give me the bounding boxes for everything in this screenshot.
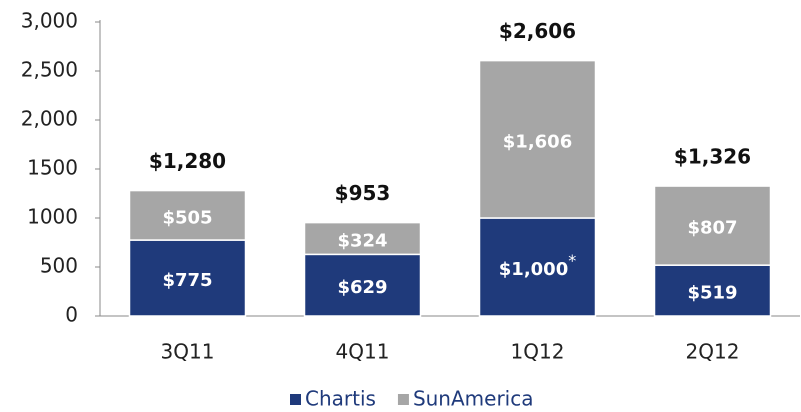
y-tick-label: 500 (40, 254, 78, 278)
total-label: $2,606 (499, 19, 576, 43)
bar-segment (303, 221, 422, 256)
y-tick-label: 3,000 (21, 9, 78, 33)
bar-segment (128, 239, 247, 317)
total-label: $1,326 (674, 145, 751, 169)
x-tick-label: 1Q12 (511, 340, 565, 364)
bar-segment (653, 185, 772, 266)
legend-label: Chartis (305, 387, 376, 411)
value-label: $775 (162, 270, 212, 291)
bar-segment (478, 59, 597, 219)
total-label: $953 (335, 181, 391, 205)
x-tick-label: 4Q11 (336, 340, 390, 364)
bar-segment (128, 189, 247, 241)
value-label: $519 (687, 283, 737, 304)
x-tick-label: 2Q12 (686, 340, 740, 364)
legend-label: SunAmerica (413, 387, 534, 411)
y-tick-label: 1500 (27, 156, 78, 180)
y-tick-label: 2,000 (21, 107, 78, 131)
total-label: $1,280 (149, 149, 226, 173)
value-label: $1,000* (499, 251, 576, 281)
value-label: $807 (687, 218, 737, 239)
value-label: $505 (162, 207, 212, 228)
value-label: $629 (337, 277, 387, 298)
y-tick-label: 2,500 (21, 58, 78, 82)
y-tick-label: 1000 (27, 205, 78, 229)
value-label: $1,606 (503, 131, 572, 152)
x-tick-label: 3Q11 (161, 340, 215, 364)
bar-segment (478, 217, 597, 317)
y-tick-label: 0 (65, 303, 78, 327)
legend-swatch (290, 394, 301, 405)
value-label-text: $1,000 (499, 259, 568, 280)
value-label-footnote: * (568, 251, 576, 270)
value-label: $324 (337, 230, 387, 251)
legend-swatch (397, 394, 409, 405)
